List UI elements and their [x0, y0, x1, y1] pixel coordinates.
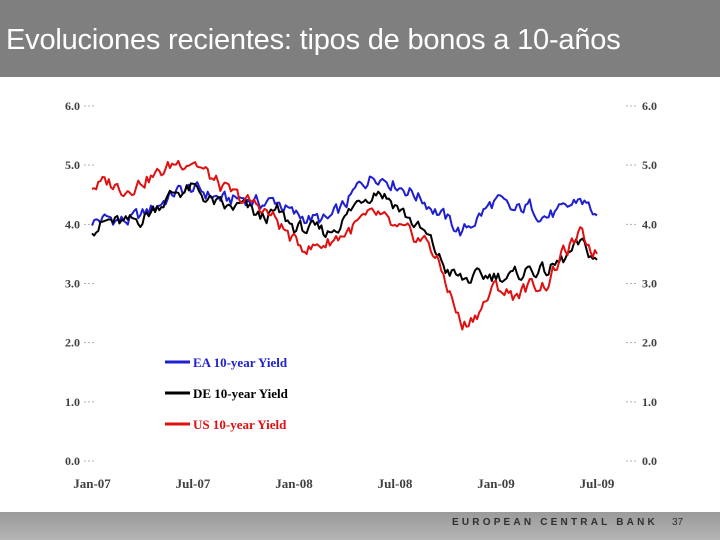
legend: EA 10-year Yield DE 10-year Yield US 10-ye…	[165, 355, 289, 432]
series-layer	[91, 159, 598, 331]
legend-label: EA 10-year Yield	[193, 355, 288, 370]
y-tick-label-right: 5.0	[642, 158, 657, 172]
x-tick-label: Jul-09	[580, 476, 615, 491]
y-tick-label-left: 0.0	[65, 454, 80, 468]
y-tick-label-left: 4.0	[65, 217, 80, 231]
x-tick-label: Jan-07	[73, 476, 111, 491]
chart-axes: 0.0 0.0 1.0 1.0 2.0 2.0 3.0 3.0 4.0 4.0 5.0 5.0 6.0 6…	[65, 99, 657, 491]
footer-brand: EUROPEAN CENTRAL BANK	[452, 517, 658, 528]
legend-label: DE 10-year Yield	[193, 386, 289, 401]
series-line-us	[91, 159, 598, 331]
y-tick-label-right: 2.0	[642, 336, 657, 350]
y-tick-label-left: 1.0	[65, 395, 80, 409]
series-line-de	[91, 182, 598, 284]
y-tick-label-right: 6.0	[642, 99, 657, 113]
slide-title: Evoluciones recientes: tipos de bonos a …	[6, 24, 621, 56]
y-tick-label-right: 4.0	[642, 217, 657, 231]
footer-bar	[0, 512, 720, 540]
y-tick-label-left: 6.0	[65, 99, 80, 113]
x-tick-label: Jul-07	[176, 476, 211, 491]
x-tick-label: Jul-08	[378, 476, 413, 491]
y-tick-label-right: 3.0	[642, 277, 657, 291]
yield-chart: 0.0 0.0 1.0 1.0 2.0 2.0 3.0 3.0 4.0 4.0 5.0 5.0 6.0 6…	[65, 99, 657, 491]
y-tick-label-right: 0.0	[642, 454, 657, 468]
y-tick-label-left: 3.0	[65, 277, 80, 291]
y-tick-label-right: 1.0	[642, 395, 657, 409]
x-tick-label: Jan-08	[275, 476, 313, 491]
y-tick-label-left: 5.0	[65, 158, 80, 172]
page-number: 37	[672, 517, 684, 528]
x-tick-label: Jan-09	[477, 476, 515, 491]
series-line-ea	[91, 175, 598, 237]
legend-label: US 10-year Yield	[193, 417, 287, 432]
title-bar	[0, 0, 720, 77]
y-tick-label-left: 2.0	[65, 336, 80, 350]
